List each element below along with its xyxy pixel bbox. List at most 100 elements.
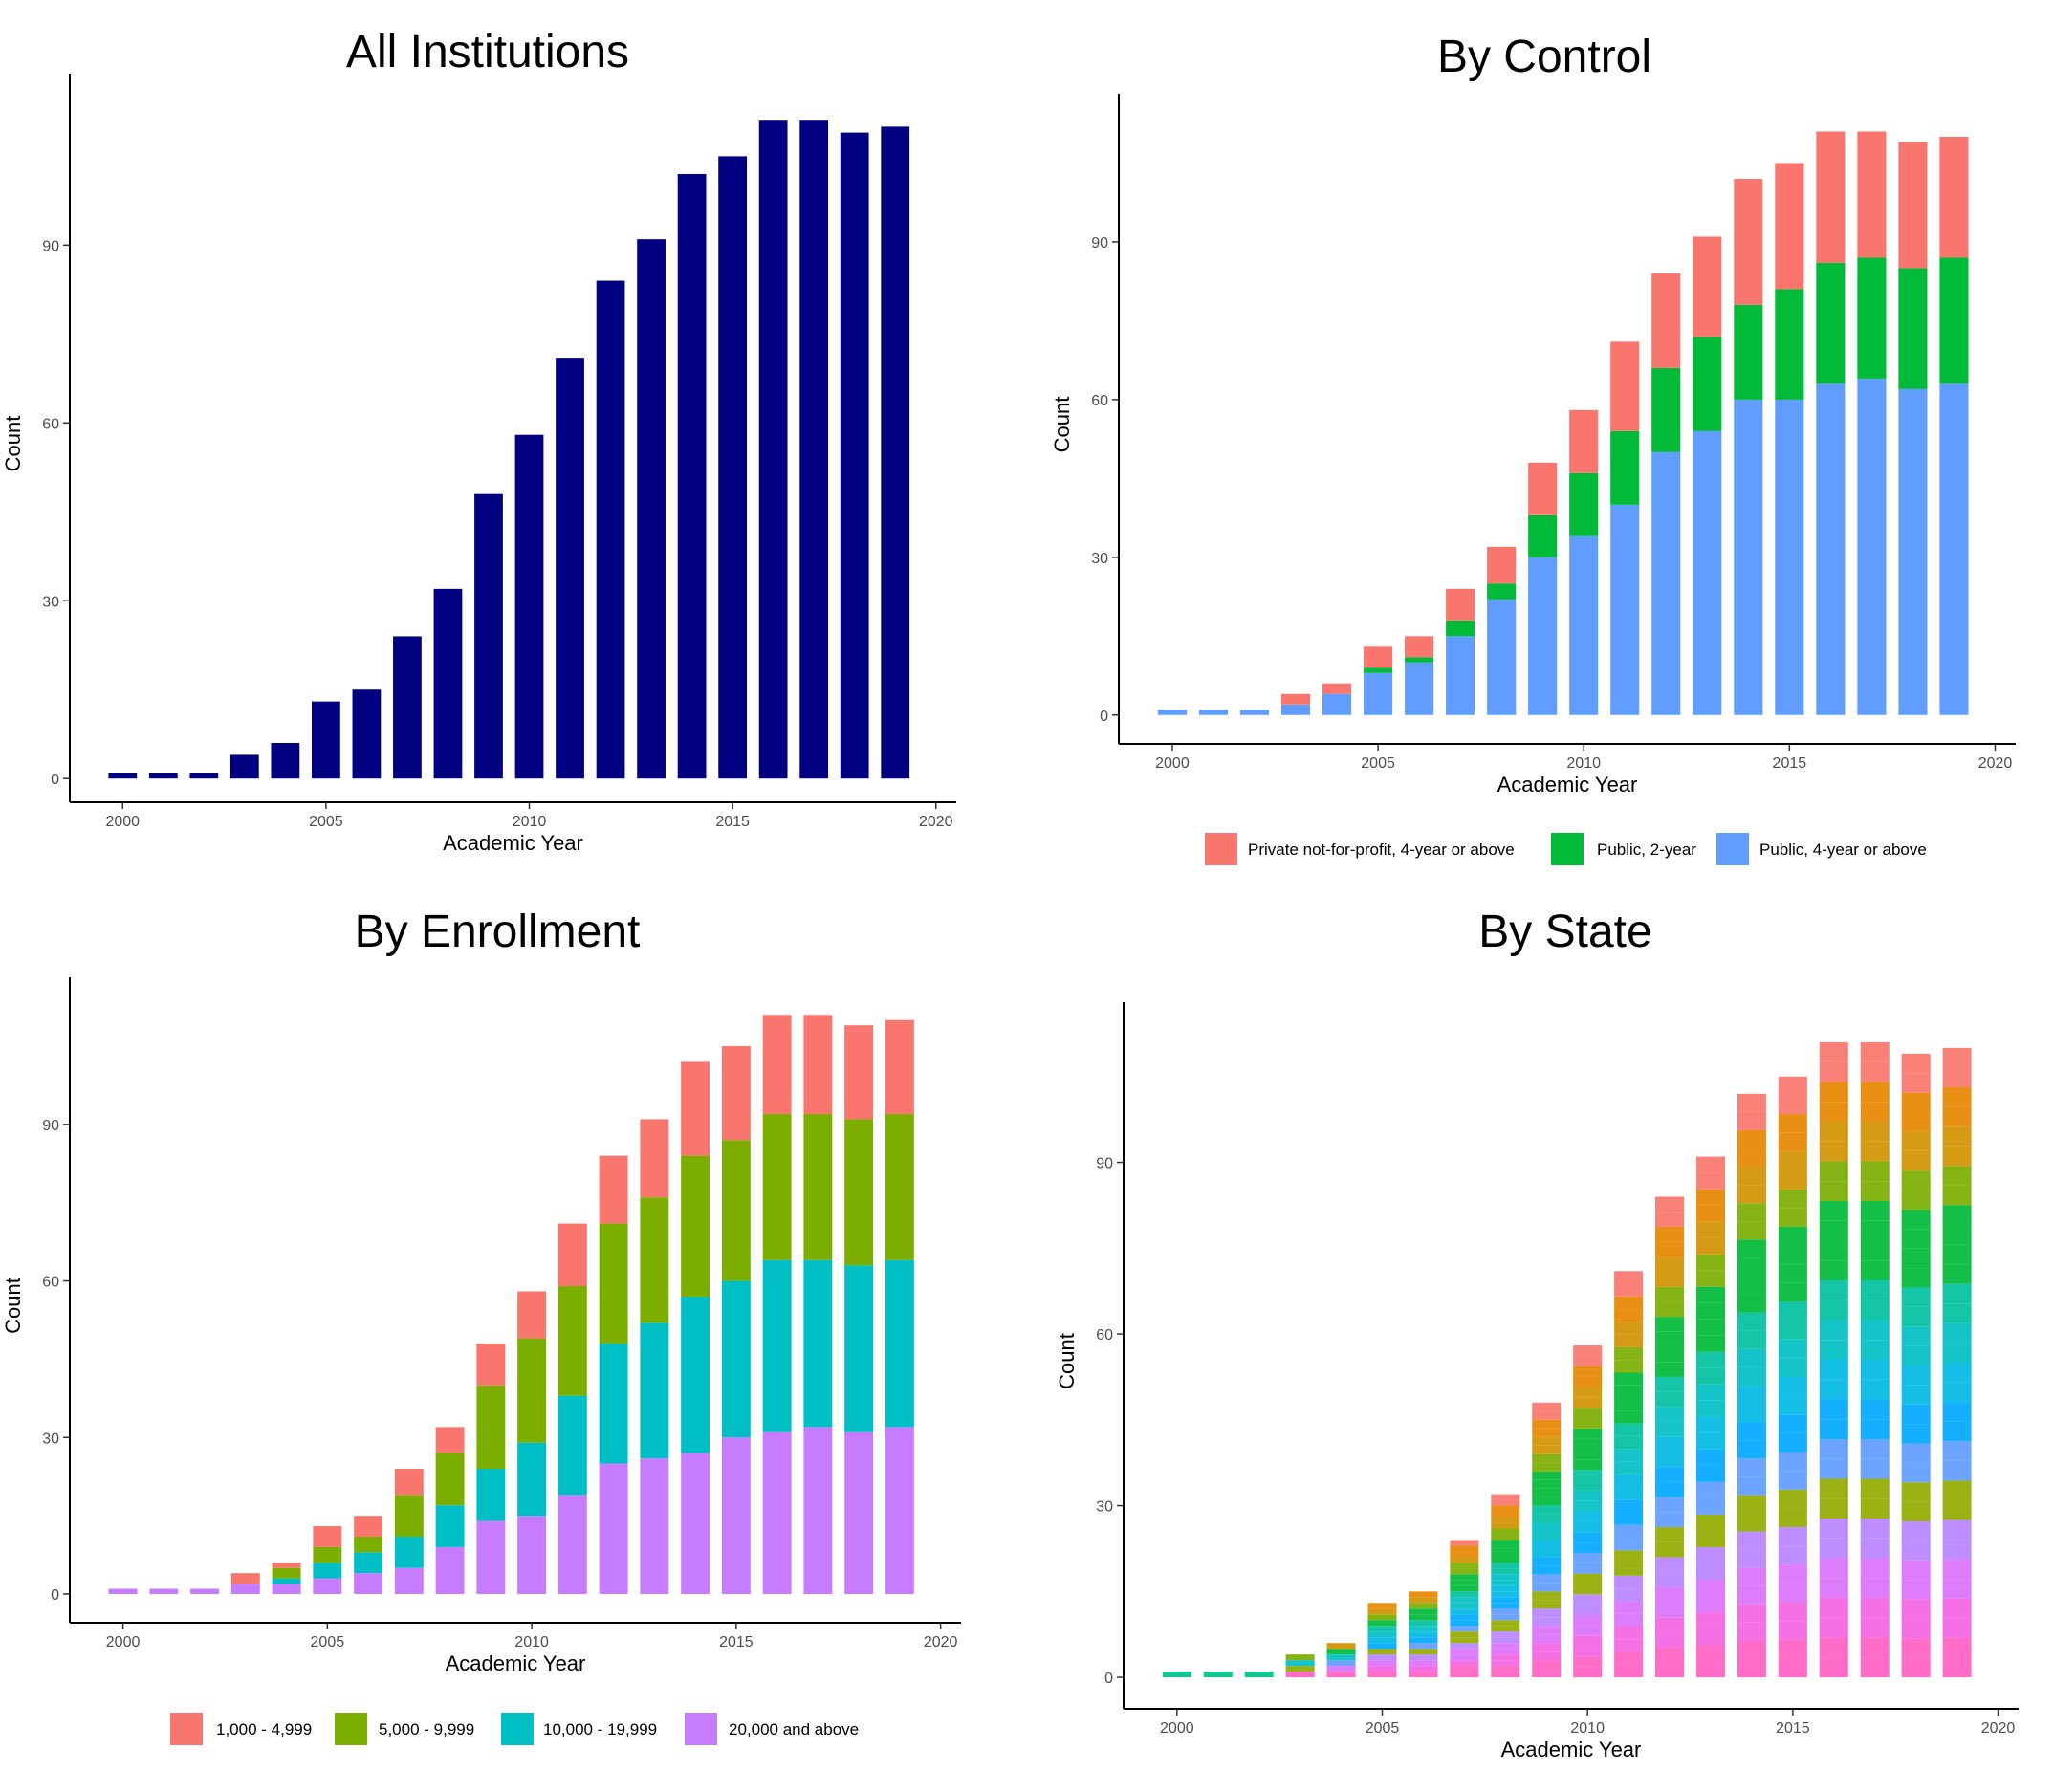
bar-segment-2014-0 — [681, 1453, 710, 1594]
bar-segment-2015-26 — [1778, 1169, 1807, 1190]
bar-segment-2009-4 — [1532, 1634, 1562, 1644]
bar-segment-2009-12 — [1532, 1565, 1562, 1575]
y-tick-label: 60 — [1091, 393, 1108, 409]
bar-segment-2016-2 — [762, 1113, 792, 1260]
x-tick-label: 2020 — [1978, 755, 2013, 772]
bar-segment-2018-14 — [1901, 1385, 1931, 1405]
bar-segment-2003-0 — [1280, 704, 1311, 715]
bar-segment-2016-22 — [1819, 1220, 1848, 1241]
x-tick-label: 2005 — [1361, 755, 1395, 772]
bar-segment-2012-5 — [1655, 1586, 1685, 1603]
bar-segment-2012-14 — [1655, 1452, 1685, 1468]
bar-segment-2006-2 — [1409, 1660, 1438, 1667]
bar-segment-2018-20 — [1901, 1268, 1931, 1288]
bar-segment-2005-7 — [1367, 1631, 1397, 1638]
bar-segment-2011-5 — [1614, 1601, 1644, 1614]
bar-segment-2015-6 — [1778, 1545, 1807, 1565]
bar-segment-2009-18 — [1532, 1514, 1562, 1523]
y-axis-label: Count — [1, 416, 25, 472]
bar-segment-2007-19 — [1450, 1563, 1479, 1569]
bar-segment-2019-1 — [1939, 257, 1969, 384]
y-axis-label: Count — [1050, 397, 1074, 453]
bar-segment-2013-3 — [1695, 1612, 1726, 1629]
bar-segment-2012-16 — [1655, 1422, 1685, 1437]
bar-2016 — [758, 120, 788, 779]
chart-title: By Enrollment — [355, 907, 641, 957]
bar-segment-2015-10 — [1778, 1471, 1807, 1490]
bar-segment-2012-30 — [1655, 1212, 1685, 1227]
bar-segment-2019-26 — [1942, 1146, 1972, 1167]
bar-segment-2015-17 — [1778, 1339, 1807, 1359]
bar-segment-2007-0 — [394, 1567, 424, 1594]
x-tick-label: 2015 — [1776, 1720, 1810, 1737]
bar-2003 — [229, 754, 259, 779]
bar-segment-2007-1 — [1450, 1666, 1479, 1672]
y-tick-label: 0 — [1104, 1671, 1113, 1687]
bar-segment-2007-12 — [1450, 1603, 1479, 1609]
bar-segment-2017-1 — [1860, 1637, 1890, 1658]
bar-segment-2006-11 — [1409, 1608, 1438, 1615]
bar-segment-2012-3 — [599, 1155, 628, 1224]
bar-segment-2008-31 — [1491, 1494, 1520, 1500]
bar-segment-2013-3 — [640, 1119, 669, 1198]
bar-segment-2013-24 — [1695, 1270, 1726, 1287]
bar-2011 — [556, 358, 584, 779]
bar-segment-2019-5 — [1942, 1559, 1972, 1580]
bar-segment-2018-18 — [1901, 1306, 1931, 1327]
bar-segment-2007-1 — [1446, 620, 1475, 637]
bar-segment-2013-29 — [1695, 1189, 1726, 1206]
bar-segment-2005-2 — [313, 1546, 342, 1563]
bar-segment-2008-22 — [1491, 1545, 1520, 1552]
bar-segment-2011-8 — [1614, 1563, 1644, 1576]
bar-segment-2017-2 — [803, 1113, 833, 1260]
bar-segment-2008-21 — [1491, 1551, 1520, 1558]
y-tick-label: 90 — [1091, 235, 1108, 251]
bar-segment-2014-25 — [1737, 1203, 1766, 1222]
bar-segment-2000-0 — [108, 1588, 138, 1594]
bar-segment-2016-19 — [1819, 1279, 1848, 1300]
bar-segment-2013-6 — [1695, 1563, 1726, 1580]
bar-segment-2018-12 — [1901, 1424, 1931, 1444]
bar-segment-2010-7 — [1573, 1594, 1603, 1606]
bar-segment-2014-5 — [1737, 1567, 1766, 1586]
bar-segment-2010-18 — [1573, 1480, 1603, 1491]
bar-segment-2007-3 — [394, 1469, 424, 1496]
legend-key — [335, 1713, 367, 1745]
bar-segment-2007-2 — [1446, 588, 1475, 621]
bar-segment-2006-7 — [1409, 1631, 1438, 1638]
bar-segment-2005-12 — [1367, 1603, 1397, 1609]
bar-segment-2015-0 — [1775, 399, 1804, 715]
bar-segment-2014-23 — [1737, 1239, 1766, 1258]
bar-segment-2013-10 — [1695, 1497, 1726, 1515]
bar-segment-2008-18 — [1491, 1568, 1520, 1575]
bar-segment-2015-12 — [1778, 1432, 1807, 1453]
y-tick-label: 90 — [42, 238, 59, 254]
bar-segment-2014-1 — [1734, 304, 1763, 400]
bar-segment-2013-25 — [1695, 1254, 1726, 1271]
bar-segment-2019-3 — [885, 1019, 914, 1114]
bar-segment-2007-8 — [1450, 1626, 1479, 1632]
bar-segment-2010-21 — [1573, 1449, 1603, 1460]
bar-segment-2009-0 — [476, 1520, 506, 1594]
bar-segment-2016-3 — [1819, 1598, 1848, 1618]
bar-segment-2007-0 — [1446, 636, 1475, 715]
bar-segment-2012-22 — [1655, 1331, 1685, 1347]
bar-segment-2012-2 — [1655, 1631, 1685, 1648]
bar-segment-2011-30 — [1614, 1283, 1644, 1297]
bar-segment-2012-0 — [1655, 1662, 1685, 1678]
y-tick-label: 0 — [51, 1587, 59, 1604]
bar-segment-2018-27 — [1901, 1131, 1931, 1151]
bar-segment-2004-2 — [272, 1567, 301, 1579]
bar-segment-2008-27 — [1491, 1517, 1520, 1523]
bar-segment-2011-16 — [1614, 1461, 1644, 1475]
bar-segment-2006-9 — [1409, 1620, 1438, 1627]
bar-segment-2007-10 — [1450, 1614, 1479, 1621]
bar-segment-2005-0 — [1367, 1672, 1397, 1678]
bar-segment-2018-2 — [844, 1119, 874, 1266]
bar-segment-2007-11 — [1450, 1608, 1479, 1615]
bar-segment-2009-23 — [1532, 1471, 1562, 1480]
bar-2009 — [474, 493, 503, 779]
bar-segment-2015-1 — [721, 1280, 751, 1438]
bar-segment-2008-1 — [1491, 1666, 1520, 1672]
